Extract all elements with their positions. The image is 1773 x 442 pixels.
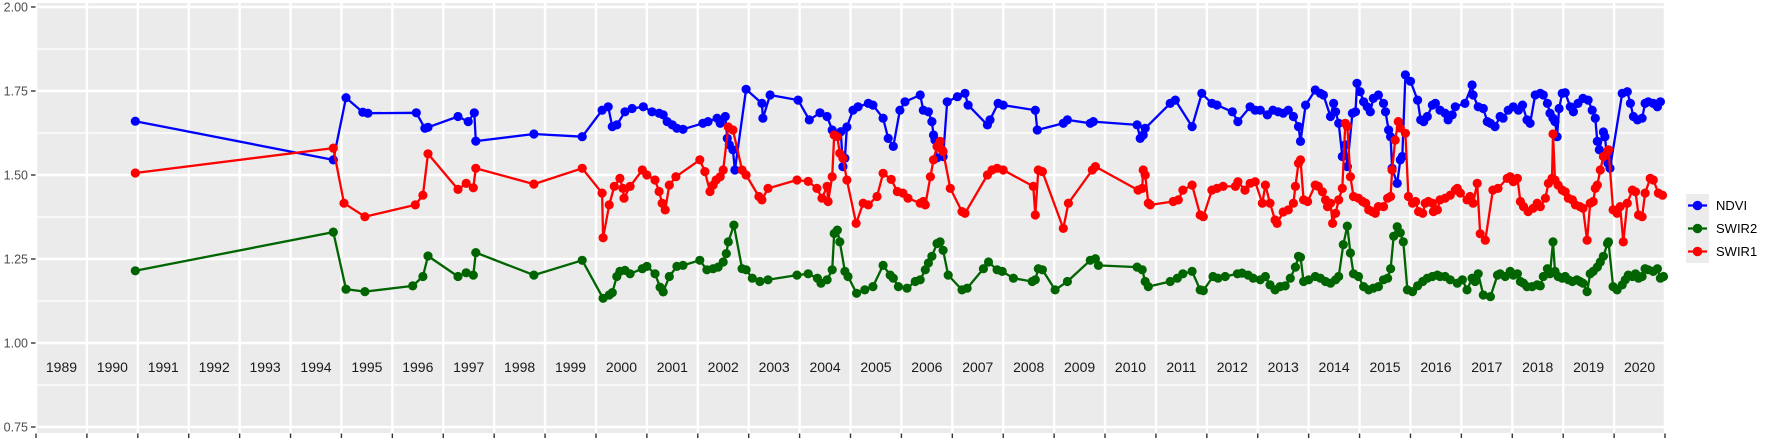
x-tick-label: 1993: [250, 359, 281, 375]
x-tick-label: 1997: [453, 359, 484, 375]
x-tick-label: 1994: [300, 359, 331, 375]
y-tick-label: 1.50: [4, 168, 28, 182]
y-tick-label: 0.75: [4, 420, 28, 434]
swir1-point-line-icon: [1686, 240, 1709, 263]
series-SWIR1: [130, 117, 1668, 247]
x-tick-label: 1990: [97, 359, 128, 375]
series-NDVI: [130, 70, 1665, 188]
axis-ticks: [31, 6, 1666, 438]
legend-label-ndvi: NDVI: [1716, 198, 1748, 213]
swir2-point-line-icon: [1686, 217, 1709, 240]
x-tick-label: 1996: [402, 359, 433, 375]
x-tick-label: 2017: [1471, 359, 1502, 375]
y-tick-labels: 0.75 1.00 1.25 1.50 1.75 2.00: [4, 0, 28, 434]
x-tick-label: 2012: [1217, 359, 1248, 375]
x-tick-label: 2000: [606, 359, 637, 375]
series-SWIR2: [130, 220, 1669, 303]
gridlines: [34, 3, 1667, 433]
x-tick-label: 1995: [351, 359, 382, 375]
x-tick-label: 1998: [504, 359, 535, 375]
x-tick-label: 2009: [1064, 359, 1095, 375]
x-tick-label: 2002: [708, 359, 739, 375]
x-tick-label: 2001: [657, 359, 688, 375]
legend-label-swir1: SWIR1: [1716, 244, 1758, 259]
x-tick-label: 2008: [1013, 359, 1044, 375]
x-tick-label: 2003: [759, 359, 790, 375]
legend-item-swir1: SWIR1: [1686, 240, 1757, 263]
ndvi-point-line-icon: [1686, 194, 1709, 217]
x-tick-label: 2011: [1166, 359, 1196, 375]
legend-item-swir2: SWIR2: [1686, 217, 1757, 240]
y-tick-label: 1.00: [4, 336, 28, 350]
legend-item-ndvi: NDVI: [1686, 194, 1757, 217]
x-tick-label: 2004: [809, 359, 840, 375]
x-tick-label: 2019: [1573, 359, 1604, 375]
y-tick-label: 2.00: [4, 0, 28, 14]
x-tick-label: 2013: [1268, 359, 1299, 375]
x-tick-label: 2016: [1420, 359, 1451, 375]
x-tick-label: 1991: [148, 359, 179, 375]
y-tick-label: 1.75: [4, 84, 28, 98]
y-tick-label: 1.25: [4, 252, 28, 266]
x-tick-label: 2015: [1369, 359, 1400, 375]
x-tick-label: 2005: [860, 359, 891, 375]
x-tick-label: 2020: [1624, 359, 1655, 375]
x-tick-label: 1989: [46, 359, 77, 375]
x-tick-label: 2010: [1115, 359, 1146, 375]
legend-label-swir2: SWIR2: [1716, 221, 1758, 236]
x-tick-label: 2014: [1319, 359, 1350, 375]
legend: NDVI SWIR2 SWIR1: [1686, 194, 1757, 263]
x-tick-label: 2018: [1522, 359, 1553, 375]
x-tick-label: 2006: [911, 359, 942, 375]
x-tick-label: 2007: [962, 359, 993, 375]
x-tick-label: 1992: [199, 359, 230, 375]
x-tick-label: 1999: [555, 359, 586, 375]
x-tick-labels: 1989 1990 1991 1992 1993 1994 1995 1996 1997 1998…: [46, 359, 1655, 375]
